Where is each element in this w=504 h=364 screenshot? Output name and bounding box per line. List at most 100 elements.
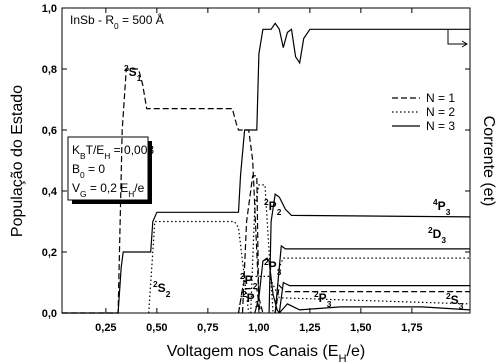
x-tick-label: 0,25 — [95, 322, 116, 334]
text-part: D — [433, 227, 442, 241]
text-part: 0 — [114, 21, 119, 31]
parameter: B0 = 0 — [72, 162, 105, 180]
y2-axis-title: Corrente (et) — [480, 116, 497, 207]
text-part: K — [72, 143, 80, 157]
arrow-head — [461, 40, 468, 48]
x-tick-label: 0,75 — [197, 322, 218, 334]
parameter: KBT/EH = 0,003 — [72, 143, 154, 161]
text-part: P — [245, 273, 253, 287]
text-part: S — [451, 293, 459, 307]
annotation: 4P3 — [433, 197, 451, 217]
text-part: 2 — [253, 281, 258, 291]
line — [274, 257, 470, 314]
text-part: = 0 — [85, 162, 106, 176]
text-part: /e) — [347, 343, 366, 360]
x-tick-label: 1,50 — [350, 322, 371, 334]
text-part: P — [247, 291, 255, 305]
annotation: 2P2 — [240, 271, 258, 291]
line — [241, 175, 260, 314]
text-part: 2 — [242, 289, 247, 299]
text-part: 1 — [137, 73, 142, 83]
text-part: 2 — [153, 279, 158, 289]
text-part: 0 — [80, 170, 85, 180]
x-axis-title: Voltagem nos Canais (EH/e) — [167, 343, 365, 364]
text-part: = 0,003 — [110, 143, 154, 157]
text-part: /e — [134, 181, 144, 195]
text-part: 3 — [327, 299, 332, 309]
text-part: InSb - R — [70, 13, 114, 27]
text-part: P — [319, 291, 327, 305]
arrow-line — [447, 30, 466, 45]
text-part: V — [72, 181, 80, 195]
text-part: T/E — [86, 143, 105, 157]
line — [268, 193, 471, 314]
line — [62, 22, 470, 314]
box — [67, 136, 149, 201]
line — [237, 275, 471, 314]
arrow-icon — [447, 30, 468, 48]
y-tick-label: 0,6 — [42, 125, 57, 137]
text-part: 2 — [166, 289, 171, 299]
text-part: 2 — [124, 63, 129, 73]
annotation: 2S1 — [124, 63, 142, 83]
y-tick-label: 0,0 — [42, 308, 57, 320]
text-part: 2 — [446, 291, 451, 301]
text-part: B — [80, 151, 86, 161]
line — [62, 68, 264, 314]
text-part: Voltagem nos Canais (E — [167, 343, 339, 360]
text-part: 2 — [277, 207, 282, 217]
text-part: 4 — [433, 197, 438, 207]
text-part: H — [104, 151, 110, 161]
legend-label: N = 3 — [426, 119, 455, 133]
y-tick-label: 1,0 — [42, 3, 57, 15]
text-part: S — [129, 65, 137, 79]
x-tick-label: 1,00 — [248, 322, 269, 334]
text-part: 2 — [264, 257, 269, 267]
text-part: 3 — [441, 235, 446, 245]
line — [148, 220, 250, 314]
text-part: 2 — [240, 271, 245, 281]
header: InSb - R0 = 500 Å — [70, 12, 164, 31]
legend-label: N = 1 — [426, 91, 455, 105]
text-part: 2 — [428, 225, 433, 235]
x-tick-label: 1,25 — [299, 322, 320, 334]
annotation: 2D3 — [428, 225, 446, 245]
annotation: 2P1 — [242, 289, 260, 309]
text-part: H — [338, 353, 346, 364]
text-part: 2 — [264, 197, 269, 207]
text-part: B — [72, 162, 80, 176]
text-part: G — [80, 189, 87, 199]
line — [274, 284, 470, 314]
x-tick-label: 0,50 — [146, 322, 167, 334]
text-part: 3 — [277, 267, 282, 277]
x-tick-label: 1,75 — [401, 322, 422, 334]
text-part: P — [269, 259, 277, 273]
text-part: P — [438, 199, 446, 213]
parameter-box — [67, 136, 152, 204]
annotation: 2S3 — [446, 291, 464, 311]
y-axis-title: População do Estado — [9, 85, 26, 237]
text-part: 2 — [314, 289, 319, 299]
text-part: = 0,2 E — [87, 181, 129, 195]
text-part: 3 — [459, 301, 464, 311]
text-part: 1 — [255, 299, 260, 309]
annotation: 2P3 — [264, 257, 282, 277]
legend-label: N = 2 — [426, 105, 455, 119]
line — [274, 244, 470, 314]
y-tick-label: 0,4 — [42, 186, 58, 198]
annotation: 2P3 — [314, 289, 332, 309]
line — [278, 281, 470, 314]
line — [254, 257, 280, 314]
parameter: VG = 0,2 EH/e — [72, 181, 145, 199]
text-part: P — [269, 199, 277, 213]
plot-frame — [61, 7, 471, 314]
y-tick-label: 0,2 — [42, 247, 57, 259]
annotation: 2P2 — [264, 197, 282, 217]
line — [237, 288, 262, 314]
y-tick-label: 0,8 — [42, 64, 57, 76]
text-part: 3 — [446, 207, 451, 217]
line — [278, 303, 471, 314]
text-part: H — [128, 189, 134, 199]
text-part: = 500 Å — [119, 12, 164, 27]
